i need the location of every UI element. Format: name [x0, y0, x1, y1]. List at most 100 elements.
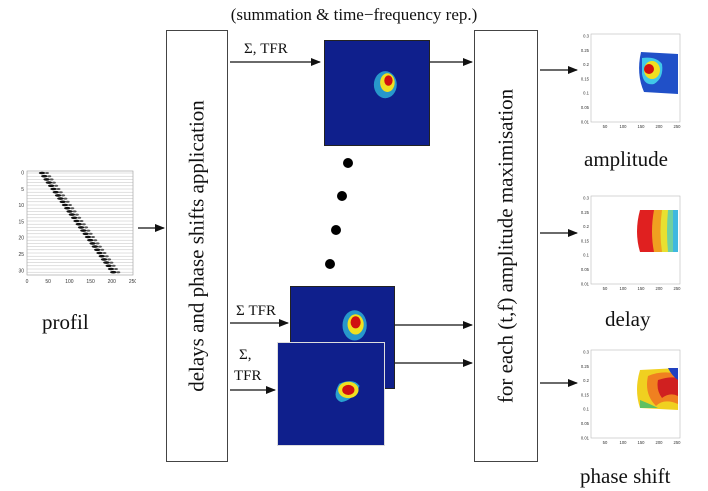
profil-wavelet [87, 238, 94, 242]
output-y-tick-label: 0.1 [583, 253, 589, 258]
output-y-tick-label: 0.1 [583, 407, 589, 412]
profil-wavelet [81, 223, 86, 226]
profil-wavelet [56, 188, 61, 190]
output-x-tick-label: 100 [620, 286, 628, 291]
output-y-tick-label: 0.1 [583, 91, 589, 96]
profil-y-tick-label: 15 [18, 219, 24, 225]
profil-wavelet [91, 236, 95, 238]
profil-wavelet [50, 187, 57, 191]
tfr-panel-top [324, 40, 430, 146]
profil-wavelet [114, 268, 118, 270]
profil-wavelet [104, 255, 109, 258]
profil-wavelet [79, 220, 84, 222]
output-y-tick-label: 0.3 [583, 196, 589, 201]
profil-wavelet [84, 235, 92, 239]
profil-wavelet [45, 181, 53, 184]
profil-wavelet [110, 270, 117, 274]
profil-wavelet [89, 242, 96, 245]
output-y-tick-label: 0.2 [583, 62, 589, 67]
profil-wavelet [41, 174, 48, 178]
profil-wavelet [96, 251, 103, 255]
output-x-tick-label: 100 [620, 124, 628, 129]
output-x-tick-label: 50 [603, 440, 608, 445]
profil-x-tick-label: 50 [45, 279, 51, 285]
phase-shift-label: phase shift [580, 464, 671, 488]
output-y-tick-label: 0.2 [583, 378, 589, 383]
ellipsis-dot [343, 158, 353, 168]
profil-wavelet [72, 210, 77, 213]
output-y-tick-label: 0.01 [581, 281, 590, 286]
output-x-tick-label: 50 [603, 124, 608, 129]
profil-wavelet [52, 190, 59, 194]
profil-y-tick-label: 10 [18, 203, 24, 209]
output-x-tick-label: 250 [674, 440, 682, 445]
output-x-tick-label: 250 [674, 286, 682, 291]
output-x-tick-label: 150 [638, 124, 646, 129]
profil-y-tick-label: 20 [18, 236, 24, 242]
output-y-tick-label: 0.15 [581, 392, 590, 397]
profil-wavelet [103, 261, 110, 264]
delay-plot: 0.3 0.25 0.2 0.15 0.1 0.05 0.01 50 100 150 200 250 [578, 190, 684, 294]
profil-wavelet [82, 232, 89, 236]
profil-x-tick-label: 150 [86, 279, 95, 285]
phase-shift-ticks: 0.3 0.25 0.2 0.15 0.1 0.05 0.01 50 100 150 200 250 [581, 350, 681, 446]
sum-tfr-label-bot-2: TFR [234, 368, 262, 384]
phase-shift-svg: 0.3 0.25 0.2 0.15 0.1 0.05 0.01 50 100 150 200 250 [581, 350, 681, 446]
profil-x-tick-label: 0 [26, 279, 29, 285]
output-x-tick-label: 150 [638, 286, 646, 291]
profil-wavelet [43, 178, 50, 181]
output-y-tick-label: 0.15 [581, 238, 590, 243]
profil-wavelet [77, 226, 85, 229]
profil-wavelet [70, 207, 75, 210]
amplitude-maximisation-box: for each (t,f) amplitude maximisation [474, 30, 538, 462]
profil-wavelet [47, 175, 52, 178]
profil-x-ticks: 0 50 100 150 200 250 [26, 279, 136, 285]
tfr-mid-svg [342, 310, 367, 341]
profil-wavelet [80, 229, 87, 232]
tfr-panel-bot [277, 342, 385, 446]
profil-wavelet [91, 245, 99, 248]
profil-wavelet [38, 171, 46, 175]
output-y-tick-label: 0.25 [581, 364, 590, 369]
output-x-tick-label: 150 [638, 440, 646, 445]
profil-wavelet [100, 248, 105, 251]
profil-y-tick-label: 25 [18, 252, 24, 258]
profil-wavelet [61, 203, 69, 207]
profil-wavelet [51, 181, 56, 184]
profil-wavelet [68, 213, 76, 216]
profil-wavelet [65, 200, 70, 203]
ellipsis-dot [337, 191, 347, 201]
profil-wavelet [94, 248, 101, 252]
profil-svg: 0 50 100 150 200 250 0 5 10 15 20 25 30 [18, 171, 136, 286]
output-x-tick-label: 50 [603, 286, 608, 291]
profil-wavelet [105, 264, 112, 268]
profil-y-tick-label: 30 [18, 268, 24, 274]
tfr-bot-svg [335, 381, 360, 403]
output-y-tick-label: 0.01 [581, 435, 590, 440]
profil-wavelet [57, 197, 64, 200]
sum-tfr-label-top: Σ, TFR [244, 41, 288, 57]
profil-wavelet [102, 252, 107, 254]
output-x-tick-label: 200 [656, 286, 664, 291]
profil-wavelet [48, 184, 55, 188]
output-y-tick-label: 0.05 [581, 105, 590, 110]
profil-wavelet [100, 258, 108, 261]
output-y-tick-label: 0.05 [581, 421, 590, 426]
output-y-tick-label: 0.15 [581, 76, 590, 81]
sum-tfr-label-bot-1: Σ, [239, 347, 252, 363]
profil-wavelet [58, 191, 63, 194]
profil-wavelet [88, 232, 93, 235]
output-x-tick-label: 250 [674, 124, 682, 129]
output-y-tick-label: 0.25 [581, 48, 590, 53]
profil-wavelet [71, 216, 78, 220]
profil-wavelet [63, 197, 68, 200]
delay-svg: 0.3 0.25 0.2 0.15 0.1 0.05 0.01 50 100 150 200 250 [581, 196, 682, 292]
output-x-tick-label: 200 [656, 124, 664, 129]
profil-x-tick-label: 200 [108, 279, 117, 285]
output-y-tick-label: 0.3 [583, 350, 589, 355]
profil-wavelet [93, 239, 98, 242]
profil-wavelet [45, 172, 49, 174]
profil-wavelet [66, 210, 73, 213]
output-y-tick-label: 0.2 [583, 224, 589, 229]
